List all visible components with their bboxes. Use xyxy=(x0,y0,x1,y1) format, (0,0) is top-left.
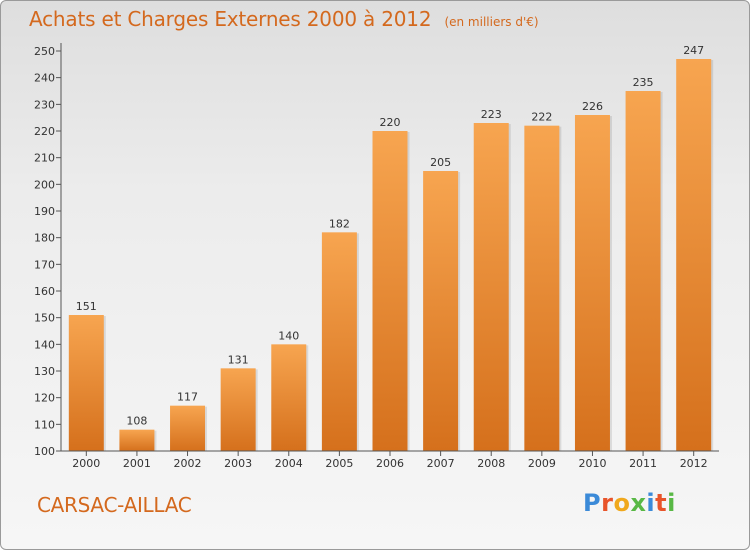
bar xyxy=(68,315,104,451)
logo-letter: i xyxy=(667,489,676,517)
x-tick-label: 2009 xyxy=(528,457,556,470)
y-tick-label: 130 xyxy=(34,365,55,378)
y-tick-label: 250 xyxy=(34,45,55,58)
bar xyxy=(473,123,509,451)
bar-value-label: 222 xyxy=(531,111,552,124)
y-tick-label: 120 xyxy=(34,392,55,405)
bar-value-label: 235 xyxy=(633,76,654,89)
x-tick-label: 2000 xyxy=(72,457,100,470)
logo-letter: x xyxy=(630,489,647,517)
bar xyxy=(574,115,610,451)
y-tick-label: 100 xyxy=(34,445,55,458)
bar xyxy=(119,429,155,451)
title-row: Achats et Charges Externes 2000 à 2012 (… xyxy=(29,7,539,31)
logo-letter: o xyxy=(613,489,631,517)
bar-value-label: 182 xyxy=(329,217,350,230)
bar-value-label: 220 xyxy=(380,116,401,129)
y-tick-label: 180 xyxy=(34,232,55,245)
bar-value-label: 226 xyxy=(582,100,603,113)
bar xyxy=(170,405,206,451)
x-tick-label: 2006 xyxy=(376,457,404,470)
y-tick-label: 230 xyxy=(34,98,55,111)
logo-letter: P xyxy=(583,489,602,517)
x-tick-label: 2011 xyxy=(629,457,657,470)
logo-letter: i xyxy=(646,489,656,517)
commune-name: CARSAC-AILLAC xyxy=(37,493,192,517)
logo-letter: t xyxy=(655,489,668,517)
chart-unit: (en milliers d'€) xyxy=(444,15,539,29)
bar-value-label: 151 xyxy=(76,300,97,313)
y-tick-label: 220 xyxy=(34,125,55,138)
y-tick-label: 190 xyxy=(34,205,55,218)
bar-value-label: 140 xyxy=(278,329,299,342)
y-tick-label: 210 xyxy=(34,152,55,165)
bar xyxy=(220,368,256,451)
y-tick-label: 170 xyxy=(34,258,55,271)
proxiti-logo: Proxiti xyxy=(583,489,676,517)
bar-value-label: 108 xyxy=(126,415,147,428)
x-tick-label: 2008 xyxy=(477,457,505,470)
bar-value-label: 205 xyxy=(430,156,451,169)
bars-layer: 151 108 117 131 140 182 220 205 223 222 226 235 247 xyxy=(68,44,714,452)
x-tick-label: 2001 xyxy=(123,457,151,470)
bar xyxy=(271,344,307,451)
x-tick-label: 2002 xyxy=(174,457,202,470)
bar-value-label: 131 xyxy=(228,353,249,366)
y-tick-label: 160 xyxy=(34,285,55,298)
bar-value-label: 223 xyxy=(481,108,502,121)
x-tick-label: 2012 xyxy=(680,457,708,470)
bar xyxy=(372,131,408,451)
axis-layer: 100 110 120 130 140 150 160 170 180 190 200 210 220 2… xyxy=(34,43,719,470)
logo-letter: r xyxy=(601,489,614,517)
bar xyxy=(625,91,661,451)
x-tick-label: 2010 xyxy=(578,457,606,470)
bar-value-label: 247 xyxy=(683,44,704,57)
y-tick-label: 150 xyxy=(34,312,55,325)
x-tick-label: 2007 xyxy=(427,457,455,470)
y-tick-label: 200 xyxy=(34,178,55,191)
x-tick-label: 2004 xyxy=(275,457,303,470)
x-tick-label: 2005 xyxy=(325,457,353,470)
y-tick-label: 240 xyxy=(34,72,55,85)
x-tick-label: 2003 xyxy=(224,457,252,470)
bar xyxy=(321,232,357,451)
bar xyxy=(524,125,560,452)
bar xyxy=(423,171,459,451)
y-tick-label: 110 xyxy=(34,418,55,431)
chart-title: Achats et Charges Externes 2000 à 2012 xyxy=(29,7,432,31)
y-tick-label: 140 xyxy=(34,338,55,351)
bar xyxy=(676,59,712,451)
bar-value-label: 117 xyxy=(177,391,198,404)
